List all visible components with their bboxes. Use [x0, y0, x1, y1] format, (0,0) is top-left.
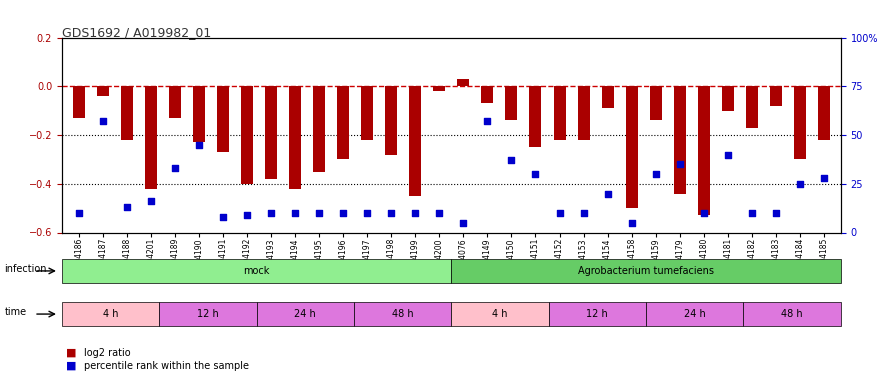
Text: 12 h: 12 h: [587, 309, 608, 319]
Bar: [553, 86, 566, 140]
Text: time: time: [4, 307, 27, 317]
Bar: [409, 86, 421, 196]
Text: mock: mock: [243, 266, 270, 276]
Point: [720, 152, 735, 157]
Point: [552, 210, 566, 216]
Bar: [337, 86, 350, 159]
Point: [360, 210, 374, 216]
Point: [119, 204, 134, 210]
Bar: [289, 86, 301, 189]
Bar: [673, 86, 686, 194]
Point: [288, 210, 302, 216]
Point: [143, 198, 158, 204]
Point: [817, 175, 831, 181]
Point: [432, 210, 446, 216]
Text: ■: ■: [66, 348, 77, 357]
Text: 48 h: 48 h: [781, 309, 803, 319]
Bar: [602, 86, 613, 108]
Point: [793, 181, 807, 187]
Bar: [529, 86, 542, 147]
Bar: [505, 86, 518, 120]
Point: [769, 210, 783, 216]
Point: [168, 165, 182, 171]
Point: [745, 210, 759, 216]
Point: [576, 210, 590, 216]
Bar: [313, 86, 325, 172]
Text: GDS1692 / A019982_01: GDS1692 / A019982_01: [62, 26, 212, 39]
Bar: [145, 86, 157, 189]
Point: [673, 161, 687, 167]
Text: log2 ratio: log2 ratio: [84, 348, 131, 357]
Bar: [73, 86, 85, 118]
Text: 12 h: 12 h: [197, 309, 219, 319]
Text: 48 h: 48 h: [392, 309, 413, 319]
Bar: [722, 86, 734, 111]
Point: [457, 220, 471, 226]
Point: [264, 210, 278, 216]
Bar: [626, 86, 637, 208]
Bar: [385, 86, 397, 154]
Point: [240, 212, 254, 218]
Bar: [193, 86, 205, 142]
Text: infection: infection: [4, 264, 47, 274]
Point: [72, 210, 86, 216]
Bar: [361, 86, 373, 140]
Point: [696, 210, 711, 216]
Bar: [578, 86, 589, 140]
Point: [408, 210, 422, 216]
Bar: [121, 86, 133, 140]
Text: percentile rank within the sample: percentile rank within the sample: [84, 361, 249, 370]
Point: [312, 210, 327, 216]
Point: [504, 158, 519, 164]
Bar: [217, 86, 229, 152]
Bar: [434, 86, 445, 91]
Point: [336, 210, 350, 216]
Bar: [458, 79, 469, 86]
Point: [481, 118, 495, 124]
Bar: [481, 86, 494, 104]
Point: [649, 171, 663, 177]
Bar: [770, 86, 781, 106]
Text: 4 h: 4 h: [103, 309, 119, 319]
Point: [96, 118, 110, 124]
Bar: [241, 86, 253, 184]
Text: ■: ■: [66, 361, 77, 370]
Point: [384, 210, 398, 216]
Text: 24 h: 24 h: [295, 309, 316, 319]
Point: [192, 142, 206, 148]
Point: [216, 214, 230, 220]
Bar: [794, 86, 806, 159]
Bar: [96, 86, 109, 96]
Text: Agrobacterium tumefaciens: Agrobacterium tumefaciens: [578, 266, 714, 276]
Text: 4 h: 4 h: [492, 309, 508, 319]
Point: [625, 220, 639, 226]
Bar: [650, 86, 662, 120]
Bar: [746, 86, 758, 128]
Point: [601, 190, 615, 196]
Bar: [169, 86, 181, 118]
Bar: [697, 86, 710, 215]
Text: 24 h: 24 h: [684, 309, 705, 319]
Point: [528, 171, 543, 177]
Bar: [266, 86, 277, 179]
Bar: [818, 86, 830, 140]
